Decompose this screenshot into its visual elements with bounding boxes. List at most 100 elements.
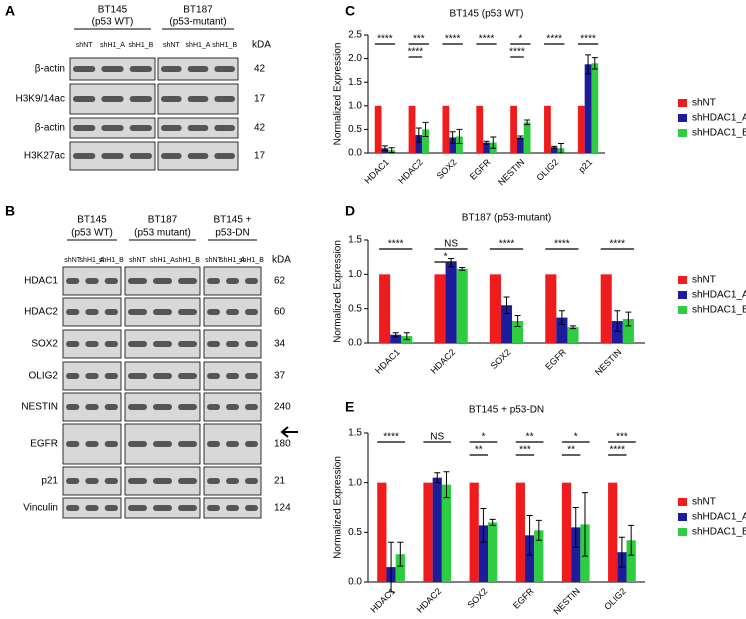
legend-label: shHDAC1_A <box>692 290 746 301</box>
bar <box>544 105 551 153</box>
band <box>245 404 258 410</box>
error-bar <box>618 536 625 568</box>
error-bar <box>388 147 395 154</box>
band <box>187 66 209 72</box>
bar <box>516 137 524 153</box>
significance: ** <box>526 432 534 443</box>
band <box>245 441 258 447</box>
band <box>104 341 118 347</box>
band <box>226 309 239 315</box>
significance: *** <box>616 432 628 443</box>
band <box>85 309 99 315</box>
band <box>85 505 99 511</box>
row-label: NESTIN <box>21 402 58 413</box>
band <box>66 505 80 511</box>
band <box>85 441 99 447</box>
group-title: BT145 + <box>213 215 251 226</box>
x-tick-label: SOX2 <box>465 586 489 610</box>
legend-swatch <box>678 513 687 521</box>
lane-label: shH1_B <box>212 42 237 49</box>
error-bar <box>415 127 422 143</box>
error-bar <box>572 507 579 548</box>
bar <box>524 535 535 582</box>
x-tick-label: SOX2 <box>435 157 459 181</box>
lane-label: shH1_B <box>99 257 124 264</box>
band <box>104 309 118 315</box>
error-bar <box>581 492 588 557</box>
bar <box>432 477 442 582</box>
band <box>226 505 239 511</box>
legend-swatch <box>678 291 687 299</box>
band <box>178 441 197 447</box>
error-bar <box>628 524 635 556</box>
error-bar <box>517 135 524 140</box>
kda-value: 42 <box>254 64 266 75</box>
lane-label: shH1_A <box>150 257 175 264</box>
bar <box>567 327 579 343</box>
error-bar <box>490 136 497 149</box>
error-bar <box>388 541 395 593</box>
bar <box>390 334 402 343</box>
lane-label: shNT <box>64 257 81 264</box>
band <box>207 478 220 484</box>
band <box>73 66 96 72</box>
bar <box>523 122 531 153</box>
error-bar <box>526 514 533 556</box>
band <box>85 341 99 347</box>
panel-letter: A <box>5 3 15 19</box>
x-tick-label: HDAC1 <box>369 586 398 615</box>
error-bar <box>480 507 487 543</box>
legend-swatch <box>678 129 687 137</box>
legend-label: shHDAC1_B <box>692 305 746 316</box>
band <box>178 478 197 484</box>
band <box>85 373 99 379</box>
bar <box>408 105 416 153</box>
band <box>226 478 239 484</box>
x-tick-label: HDAC2 <box>429 347 458 376</box>
row-label: p21 <box>41 476 58 487</box>
y-tick-label: 1.0 <box>348 100 362 111</box>
x-tick-label: HDAC1 <box>373 347 402 376</box>
error-bar <box>535 519 542 541</box>
band <box>226 404 239 410</box>
significance: **** <box>580 34 596 45</box>
x-tick-label: OLIG2 <box>602 586 628 612</box>
band <box>153 278 172 284</box>
band <box>214 125 235 131</box>
band <box>66 373 80 379</box>
chart-title: BT187 (p53-mutant) <box>462 213 552 224</box>
error-bar <box>524 119 531 126</box>
band <box>153 441 172 447</box>
bar <box>512 321 524 343</box>
significance: **** <box>408 47 424 58</box>
band <box>161 125 182 131</box>
bar <box>611 321 623 343</box>
y-tick-label: 0.5 <box>348 527 362 538</box>
x-tick-label: OLIG2 <box>534 157 560 183</box>
significance: **** <box>499 239 515 250</box>
bar <box>489 274 501 343</box>
y-tick-label: 0.5 <box>348 303 362 314</box>
x-tick-label: NESTIN <box>593 347 623 377</box>
band <box>101 125 124 131</box>
kda-header: kDA <box>272 255 291 266</box>
bar <box>483 142 490 153</box>
kda-value: 60 <box>274 307 286 318</box>
band <box>153 341 172 347</box>
band <box>66 478 80 484</box>
x-tick-label: EGFR <box>543 347 568 372</box>
bar <box>550 147 558 153</box>
y-tick-label: 2.0 <box>348 53 362 64</box>
error-bar <box>448 258 455 268</box>
band <box>245 478 258 484</box>
row-label: HDAC1 <box>24 276 58 287</box>
band <box>66 309 80 315</box>
band <box>129 66 152 72</box>
band <box>207 441 220 447</box>
x-tick-label: EGFR <box>468 157 493 182</box>
y-tick-label: 2.5 <box>348 30 362 41</box>
kda-value: 37 <box>274 371 286 382</box>
significance: * <box>481 432 485 443</box>
bar <box>608 482 618 582</box>
band <box>104 441 118 447</box>
